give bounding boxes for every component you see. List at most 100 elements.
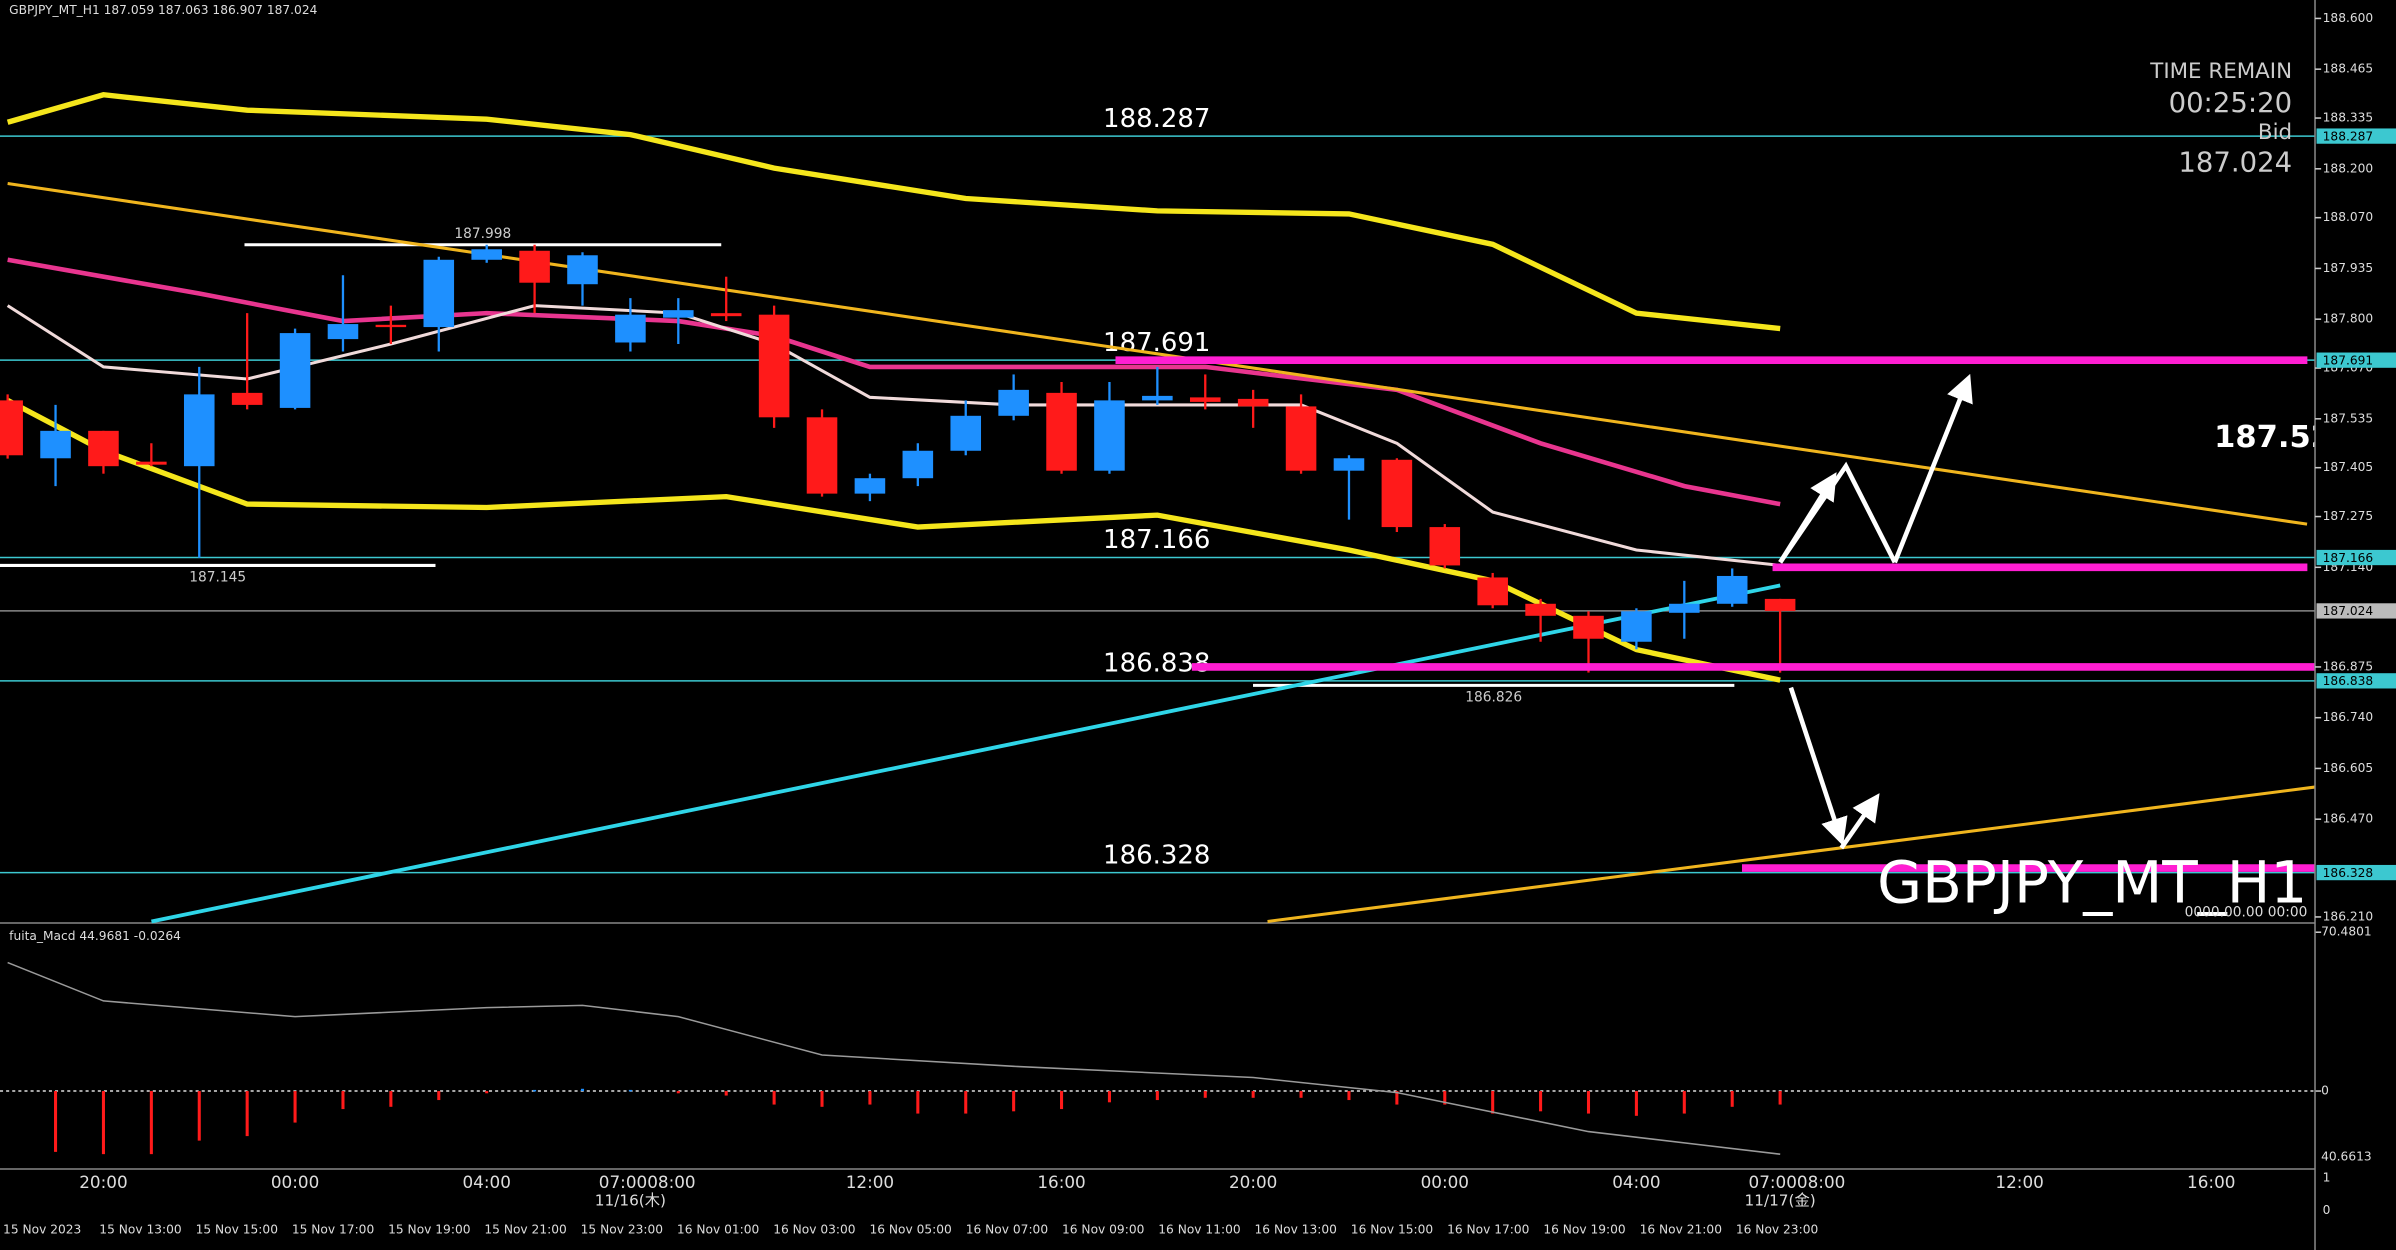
macd-bar [724,1091,728,1096]
indicator-line [151,583,1781,924]
price-tag-label: 188.287 [2323,129,2374,143]
bid-label: Bid [2258,120,2292,145]
macd-bar [1395,1091,1399,1105]
macd-bar [580,1088,585,1092]
price-tag [2316,549,2396,566]
macd-bar [437,1091,441,1101]
price-tag [2316,352,2396,368]
price-tag [2316,603,2396,619]
candle-body [615,314,646,343]
y-tick-label: 187.405 [2323,460,2374,474]
y-tick-label: 186.875 [2323,659,2374,673]
y-tick-label: 186.210 [2323,909,2374,923]
bottom-time-label: 16 Nov 07:00 [966,1223,1048,1237]
candle-body [1477,577,1508,606]
time-remain: 00:25:20 [2169,87,2293,119]
y-tick-label: 188.335 [2323,111,2374,125]
macd-bar [964,1091,968,1114]
y-tick-label: 186.740 [2323,710,2374,724]
macd-bar [1682,1091,1686,1114]
bottom-time-label: 15 Nov 21:00 [484,1223,566,1237]
bottom-time-label: 16 Nov 05:00 [869,1223,951,1237]
macd-tick-label: 0 [2321,1084,2329,1098]
macd-bar [101,1091,105,1155]
candle-body [327,324,359,340]
candle-body [40,430,71,459]
macd-bar [916,1091,920,1114]
macd-min-label: 40.6613 [2321,1149,2372,1163]
bottom-time-label: 16 Nov 21:00 [1640,1223,1722,1237]
price-tag-label: 187.166 [2323,551,2374,565]
candle-body [1573,615,1604,639]
y-tick-label: 188.600 [2323,11,2374,25]
candle-body [998,389,1029,416]
x-tick-label: 16:00 [2187,1172,2235,1192]
watermark-date: 0000.00.00 00:00 [2185,904,2308,920]
macd-bar [1347,1091,1351,1101]
macd-bar [1634,1091,1638,1116]
bid: 187.024 [2178,147,2292,179]
macd-bar [149,1091,153,1155]
bottom-time-label: 16 Nov 01:00 [677,1223,759,1237]
bottom-time-label: 16 Nov 03:00 [773,1223,855,1237]
axis-corner-label: 1 [2323,1171,2331,1185]
macd-bar [485,1091,489,1094]
indicator-line [6,92,1781,332]
candle-body [1429,527,1461,566]
macd-bar [1203,1091,1207,1098]
y-tick-label: 188.465 [2323,62,2374,76]
chart-title: GBPJPY_MT_H1 187.059 187.063 186.907 187… [9,3,317,17]
candle-body [1142,395,1173,401]
arrow-down [1788,686,1848,846]
indicator-line [7,182,2308,526]
price-tag [2316,864,2396,881]
candle-body [854,478,886,494]
axes: 70.48010188.600188.465188.335188.200188.… [3,0,2396,1250]
candle-body [1381,459,1413,528]
candle-body [1094,400,1125,471]
x-tick-label: 00:00 [271,1172,319,1192]
x-tick-label: 20:00 [1229,1172,1277,1192]
bottom-time-label: 16 Nov 09:00 [1062,1223,1144,1237]
macd-bar [54,1091,58,1152]
x-tick-label: 04:00 [462,1172,510,1192]
price-tag-label: 187.691 [2323,353,2374,367]
y-tick-label: 186.470 [2323,812,2374,826]
marked-line-label: 187.145 [189,570,246,586]
macd-bar [628,1089,632,1092]
bottom-time-label: 16 Nov 23:00 [1736,1223,1818,1237]
bottom-time-label: 16 Nov 17:00 [1447,1223,1529,1237]
time-remain-label: TIME REMAIN [2149,59,2292,84]
bottom-time-label: 15 Nov 17:00 [292,1223,374,1237]
candle-body [136,461,167,465]
price-axis [2315,0,2396,923]
macd-bar [293,1091,297,1123]
macd-title: fuita_Macd 44.9681 -0.0264 [9,929,181,943]
candle-body [1621,611,1652,642]
x-tick-label: 07:0008:00 [1749,1172,1846,1192]
macd-bar [533,1089,537,1092]
price-tag-label: 187.024 [2323,604,2374,618]
macd-bar [1060,1091,1064,1110]
bottom-time-label: 16 Nov 13:00 [1255,1223,1337,1237]
price-tag [2316,673,2396,689]
macd-bar [1586,1091,1591,1114]
marked-line-label: 186.826 [1465,690,1522,706]
date-label: 11/17(金) [1745,1192,1816,1210]
price-tag-label: 186.328 [2323,866,2374,880]
x-tick-label: 12:00 [846,1172,894,1192]
level-label: 187.166 [1103,525,1210,555]
candle-body [1189,397,1221,402]
candle-body [1046,392,1077,471]
candle-body [1285,406,1317,471]
bottom-time-label: 15 Nov 13:00 [99,1223,181,1237]
bottom-time-label: 15 Nov 2023 [3,1223,81,1237]
macd-bar [772,1091,776,1105]
x-tick-label: 07:0008:00 [599,1172,696,1192]
axis-corner-label: 0 [2323,1203,2331,1217]
macd-tick-label: 70.4801 [2321,925,2372,939]
candle-body [1669,603,1700,613]
arrow-up [1839,793,1880,850]
candle-body [902,450,934,479]
